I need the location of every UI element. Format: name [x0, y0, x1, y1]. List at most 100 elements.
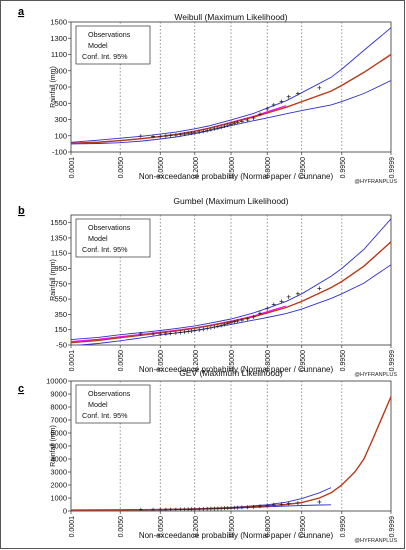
chart-panel-a: a Weibull (Maximum Likelihood) 0.0001 0.005…	[18, 6, 397, 185]
legend-entry: Observations	[88, 223, 131, 232]
observation-point	[163, 133, 168, 138]
y-tick-label: 0	[63, 507, 67, 516]
y-tick-label: 4000	[50, 455, 67, 464]
observation-point	[317, 286, 322, 291]
observation-point	[235, 120, 240, 125]
legend-entry: Conf. Int. 95%	[82, 245, 128, 254]
observation-point	[245, 505, 250, 510]
panel-label: b	[18, 205, 25, 217]
y-tick-label: 7000	[50, 416, 67, 425]
x-tick-label: 0.2000	[193, 350, 200, 372]
observation-point	[225, 321, 230, 326]
observation-point	[286, 294, 291, 299]
legend-box	[75, 25, 151, 65]
observation-point	[271, 302, 276, 307]
observation-point	[317, 85, 322, 90]
observation-point	[222, 322, 227, 327]
x-tick-label: 0.0001	[69, 350, 76, 372]
x-axis-label: Non-exceedance probability (Normal paper…	[139, 531, 334, 540]
observation-point	[186, 507, 191, 511]
chart-title: Weibull (Maximum Likelihood)	[174, 12, 287, 22]
x-tick-label: 0.0001	[69, 516, 76, 538]
observation-point	[158, 134, 163, 139]
observation-point	[215, 506, 220, 511]
observation-point	[229, 320, 233, 325]
y-tick-label: 1300	[50, 34, 67, 43]
observation-point	[279, 502, 284, 507]
y-tick-label: 300	[54, 115, 67, 124]
credit-label: @HYFRANPLUS	[354, 538, 397, 544]
observation-point	[239, 505, 244, 510]
x-tick-label: 0.0050	[118, 157, 125, 179]
observation-point	[192, 130, 197, 135]
y-axis-label: Rainfall (mm)	[50, 66, 57, 108]
y-tick-label: 1550	[50, 218, 67, 227]
x-axis-label: Non-exceedance probability (Normal paper…	[139, 365, 334, 374]
observation-point	[186, 329, 191, 334]
y-tick-label: 1150	[51, 249, 67, 258]
x-tick-label: 0.9950	[340, 350, 347, 372]
series-group	[71, 218, 391, 345]
observation-point	[222, 124, 227, 129]
observation-point	[295, 500, 300, 505]
y-tick-label: 1350	[50, 233, 67, 242]
x-tick-label: 0.5000	[229, 157, 236, 179]
observation-point	[212, 506, 217, 511]
y-tick-label: 700	[54, 83, 67, 92]
observation-point	[225, 123, 230, 128]
observation-point	[208, 127, 213, 132]
x-tick-label: 0.9500	[300, 350, 307, 372]
series-group	[71, 396, 391, 511]
observation-point	[208, 506, 213, 511]
y-tick-label: 9000	[50, 390, 67, 399]
observation-point	[178, 132, 183, 137]
y-tick-label: 350	[54, 310, 67, 319]
observation-point	[235, 505, 240, 510]
observation-point	[197, 507, 202, 511]
chart-title: GEV (Maximum Likelihood)	[179, 368, 283, 378]
legend: Observations Model Conf. Int. 95%	[75, 384, 151, 424]
panel-label: a	[18, 6, 25, 18]
y-tick-label: 1100	[51, 50, 67, 59]
observation-point	[192, 507, 197, 511]
x-tick-label: 0.9950	[340, 516, 347, 538]
observation-point	[201, 506, 206, 511]
observation-point	[168, 133, 173, 138]
observation-point	[219, 323, 224, 328]
legend-entry: Observations	[88, 389, 131, 398]
y-tick-label: -100	[52, 148, 67, 157]
observation-point	[235, 319, 240, 324]
x-tick-label: 0.0001	[69, 157, 76, 179]
legend-box	[75, 218, 151, 258]
y-tick-label: 8000	[50, 403, 67, 412]
observation-point	[178, 330, 183, 335]
x-tick-label: 0.9999	[389, 157, 396, 179]
y-tick-label: 1500	[50, 18, 67, 27]
ci-upper-line	[71, 218, 391, 341]
x-axis-label: Non-exceedance probability (Normal paper…	[139, 172, 334, 181]
observation-point	[138, 507, 143, 511]
observation-point	[205, 128, 210, 133]
observation-point	[192, 328, 197, 333]
observation-point	[265, 306, 270, 311]
credit-label: @HYFRANPLUS	[354, 179, 397, 185]
legend-box	[75, 384, 151, 424]
observation-point	[265, 106, 270, 111]
observation-point	[173, 330, 178, 335]
x-tick-label: 0.9950	[340, 157, 347, 179]
legend: Observations Model Conf. Int. 95%	[75, 25, 151, 65]
observation-point	[251, 116, 256, 121]
observation-point	[215, 126, 220, 131]
chart-title: Gumbel (Maximum Likelihood)	[173, 196, 288, 206]
y-tick-label: 10000	[46, 377, 67, 386]
observation-point	[219, 125, 224, 130]
observation-point	[201, 129, 206, 134]
observation-point	[286, 94, 291, 99]
observation-point	[201, 327, 206, 332]
observation-point	[168, 331, 173, 336]
observation-point	[197, 328, 202, 333]
panel-label: c	[18, 383, 24, 395]
observation-point	[212, 126, 217, 131]
